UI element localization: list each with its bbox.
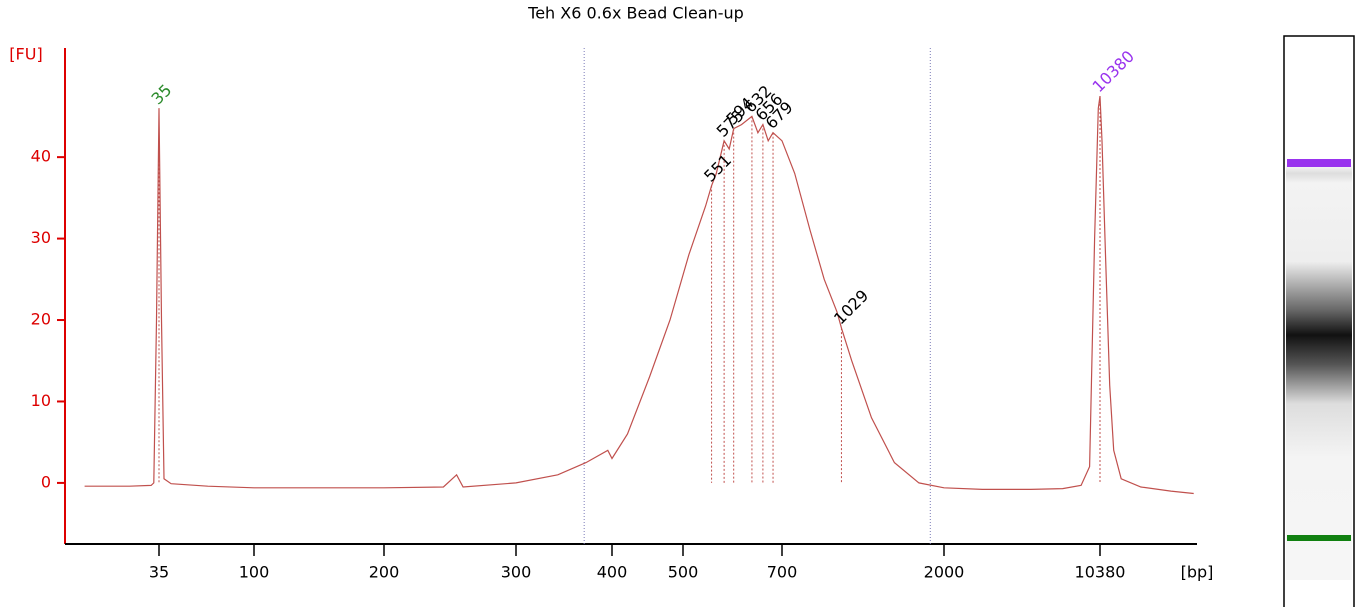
x-axis-label: [bp]: [1181, 563, 1214, 582]
y-tick-label: 0: [41, 472, 51, 491]
y-tick-label: 40: [31, 147, 51, 166]
x-tick-label: 300: [501, 563, 532, 582]
peak-label: 551: [700, 151, 735, 186]
x-tick-label: 35: [149, 563, 169, 582]
x-tick-label: 2000: [924, 563, 965, 582]
trace: [84, 96, 1194, 495]
x-tick-label: 100: [239, 563, 270, 582]
y-tick-label: 10: [31, 391, 51, 410]
y-axis-label: [FU]: [9, 45, 42, 64]
peak-label: 10380: [1089, 47, 1138, 96]
x-tick-label: 400: [597, 563, 628, 582]
gel-lane: [1283, 35, 1355, 607]
peak-label: 1029: [830, 286, 872, 328]
x-tick-label: 700: [767, 563, 798, 582]
lane-smear: [1286, 90, 1352, 580]
peak-label: 35: [148, 80, 176, 108]
chart-title: Teh X6 0.6x Bead Clean-up: [527, 4, 744, 23]
y-tick-label: 30: [31, 228, 51, 247]
upper-marker-band: [1287, 159, 1351, 167]
lower-marker-band: [1287, 535, 1351, 541]
x-tick-label: 500: [668, 563, 699, 582]
x-tick-label: 10380: [1075, 563, 1126, 582]
x-tick-label: 200: [369, 563, 400, 582]
y-tick-label: 20: [31, 310, 51, 329]
